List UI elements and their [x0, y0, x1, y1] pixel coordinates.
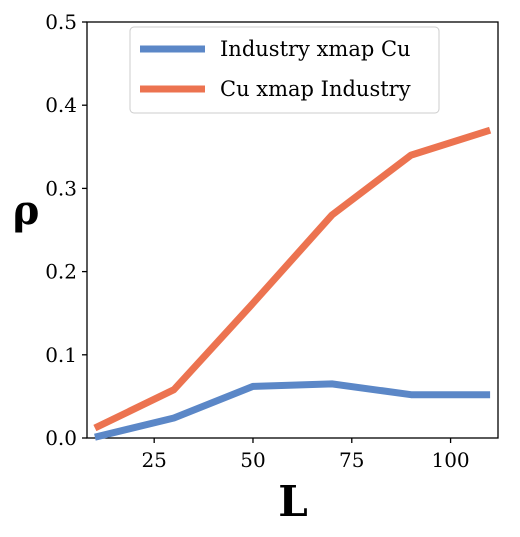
- y-tick-label: 0.3: [45, 176, 77, 200]
- axis-ticks: 25 50 75 100 0.0 0.1 0.2 0.3 0.4 0.5: [45, 10, 469, 472]
- x-tick-label: 75: [339, 448, 364, 472]
- y-axis-label: ρ: [13, 187, 40, 234]
- x-axis-label: L: [278, 477, 308, 526]
- y-tick-label: 0.4: [45, 93, 77, 117]
- legend-label-2: Cu xmap Industry: [220, 77, 411, 101]
- y-tick-label: 0.1: [45, 343, 77, 367]
- y-tick-label: 0.5: [45, 10, 77, 34]
- legend: Industry xmap Cu Cu xmap Industry: [129, 26, 440, 114]
- legend-label-1: Industry xmap Cu: [220, 37, 411, 61]
- x-tick-label: 100: [431, 448, 469, 472]
- plot-frame: [86, 21, 499, 439]
- y-tick-label: 0.0: [45, 426, 77, 450]
- series-line-2: [93, 126, 492, 432]
- series-line-1: [94, 380, 491, 441]
- y-tick-label: 0.2: [45, 260, 77, 284]
- x-tick-label: 50: [240, 448, 265, 472]
- x-tick-label: 25: [141, 448, 166, 472]
- series-layer: [93, 126, 492, 441]
- legend-box: [129, 26, 440, 114]
